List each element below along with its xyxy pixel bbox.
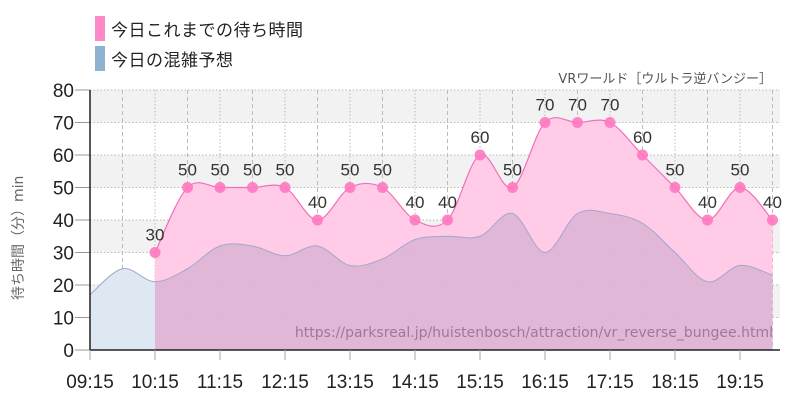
data-point: [312, 214, 323, 226]
forecast-area: [155, 210, 773, 350]
data-point-label: 40: [698, 193, 717, 212]
data-point: [767, 214, 778, 226]
data-point: [279, 182, 291, 193]
data-point-label: 40: [438, 193, 457, 212]
chart-subtitle: VRワールド［ウルトラ逆バンジー］: [558, 72, 772, 87]
data-point-label: 70: [536, 96, 555, 115]
data-point-label: 30: [146, 226, 165, 245]
data-point-label: 50: [243, 161, 262, 180]
data-point-label: 70: [601, 96, 620, 115]
y-tick-label: 10: [53, 309, 74, 330]
y-tick-label: 70: [53, 114, 74, 135]
y-tick-label: 60: [53, 146, 74, 167]
data-point-label: 60: [471, 128, 490, 147]
data-point-label: 50: [211, 161, 230, 180]
data-point: [214, 182, 226, 193]
data-point-label: 50: [731, 161, 750, 180]
legend-item-forecast[interactable]: 今日の混雑予想: [95, 43, 304, 73]
data-point: [734, 182, 746, 193]
x-tick-label: 11:15: [197, 372, 243, 393]
forecast-line: [89, 209, 773, 296]
data-point: [344, 182, 356, 193]
data-markers: 30 50 50 50 50 40 50 50 40 40 60 50 70 70 70 60 50 40 50 40: [146, 96, 782, 258]
data-point: [539, 117, 551, 128]
data-point: [247, 182, 258, 193]
data-point: [442, 214, 453, 226]
x-tick-label: 15:15: [456, 372, 504, 393]
y-tick-label: 50: [53, 179, 74, 200]
y-tick-label: 30: [53, 244, 74, 265]
data-point-label: 60: [633, 128, 652, 147]
data-point-label: 50: [178, 161, 197, 180]
data-point: [702, 214, 713, 226]
data-point: [377, 182, 388, 193]
y-tick-label: 80: [53, 81, 74, 102]
data-point: [572, 117, 583, 128]
forecast-area-pre: [90, 268, 155, 350]
data-point-label: 70: [568, 96, 587, 115]
x-tick-label: 09:15: [66, 372, 114, 393]
data-point-label: 50: [341, 161, 360, 180]
data-point: [507, 182, 518, 193]
legend-label-forecast: 今日の混雑予想: [111, 50, 234, 71]
axes: [75, 89, 780, 360]
data-point-label: 40: [763, 193, 782, 212]
legend-label-actual: 今日これまでの待ち時間: [111, 20, 304, 41]
y-tick-label: 20: [53, 276, 74, 297]
data-point-label: 50: [503, 161, 522, 180]
x-tick-label: 16:15: [521, 372, 569, 393]
legend-item-actual[interactable]: 今日これまでの待ち時間: [95, 13, 304, 43]
data-point-label: 40: [406, 193, 425, 212]
data-point-label: 50: [666, 161, 685, 180]
x-tick-label: 19:15: [716, 372, 764, 393]
data-point: [604, 117, 616, 128]
data-point: [637, 149, 648, 161]
legend: 今日これまでの待ち時間 今日の混雑予想: [95, 13, 304, 73]
watermark-url: https://parksreal.jp/huistenbosch/attrac…: [295, 325, 773, 341]
band: [90, 90, 780, 123]
data-point: [474, 149, 486, 161]
y-tick-label: 40: [53, 211, 74, 232]
legend-swatch-actual: [95, 15, 105, 41]
x-tick-label: 14:15: [391, 372, 439, 393]
x-tick-label: 10:15: [131, 372, 179, 393]
data-point-label: 40: [308, 193, 327, 212]
data-point: [182, 182, 193, 193]
x-tick-label: 13:15: [326, 372, 374, 393]
data-point: [409, 214, 421, 226]
x-tick-label: 18:15: [651, 372, 699, 393]
series-areas: [89, 117, 773, 350]
data-point-label: 50: [276, 161, 295, 180]
data-point: [149, 247, 161, 258]
data-point-label: 50: [373, 161, 392, 180]
y-tick-label: 0: [63, 341, 74, 362]
x-tick-label: 17:15: [586, 372, 634, 393]
legend-swatch-forecast: [95, 45, 105, 71]
tick-labels: 0 10 20 30 40 50 60 70 80 09:15 10:15 11:15 12:15 13:…: [53, 81, 764, 393]
data-point: [669, 182, 681, 193]
x-tick-label: 12:15: [261, 372, 309, 393]
